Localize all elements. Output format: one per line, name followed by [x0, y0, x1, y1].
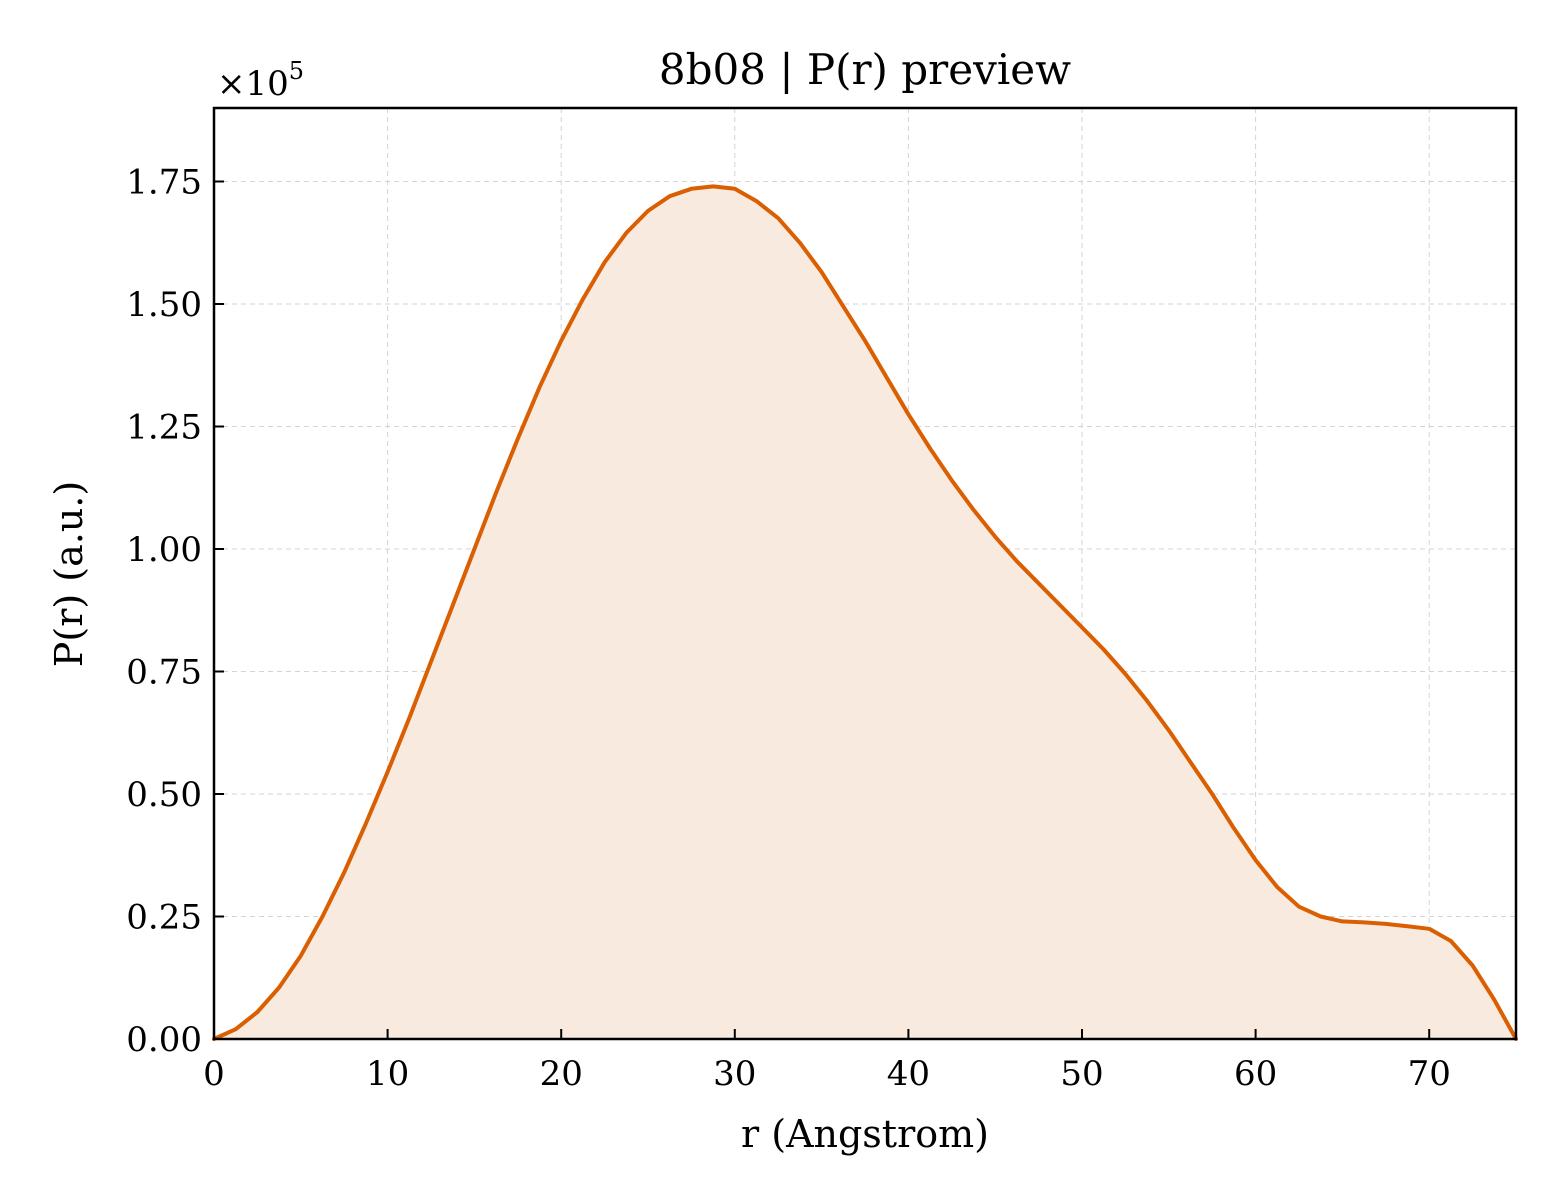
pr-series-line: [212, 184, 1518, 1041]
y-tick-label: 0.25: [126, 898, 202, 938]
pr-area-fill: [214, 186, 1516, 1039]
y-tick-label: 1.25: [126, 408, 202, 448]
y-tick-label: 1.00: [126, 530, 202, 570]
x-tick-label: 0: [203, 1054, 225, 1094]
y-tick-label: 1.75: [126, 163, 202, 203]
x-tick-label: 70: [1408, 1054, 1451, 1094]
x-tick-label: 30: [713, 1054, 756, 1094]
x-tick-label: 50: [1060, 1054, 1103, 1094]
y-multiplier-exponent: 5: [289, 57, 304, 85]
chart-title: 8b08 | P(r) preview: [659, 45, 1071, 94]
x-tick-label: 40: [887, 1054, 930, 1094]
x-axis-label: r (Angstrom): [741, 1112, 989, 1156]
y-axis-label: P(r) (a.u.): [47, 481, 91, 667]
y-multiplier-base: ×10: [217, 64, 289, 104]
axis-ticks: [213, 180, 1431, 1040]
x-tick-label: 20: [540, 1054, 583, 1094]
y-tick-label: 1.50: [126, 285, 202, 325]
y-tick-label: 0.00: [126, 1020, 202, 1060]
y-tick-label: 0.75: [126, 653, 202, 693]
x-tick-label: 60: [1234, 1054, 1277, 1094]
y-multiplier: ×105: [217, 57, 304, 104]
y-tick-label: 0.50: [126, 775, 202, 815]
x-tick-label: 10: [366, 1054, 409, 1094]
plot-frame: [212, 106, 1518, 1041]
